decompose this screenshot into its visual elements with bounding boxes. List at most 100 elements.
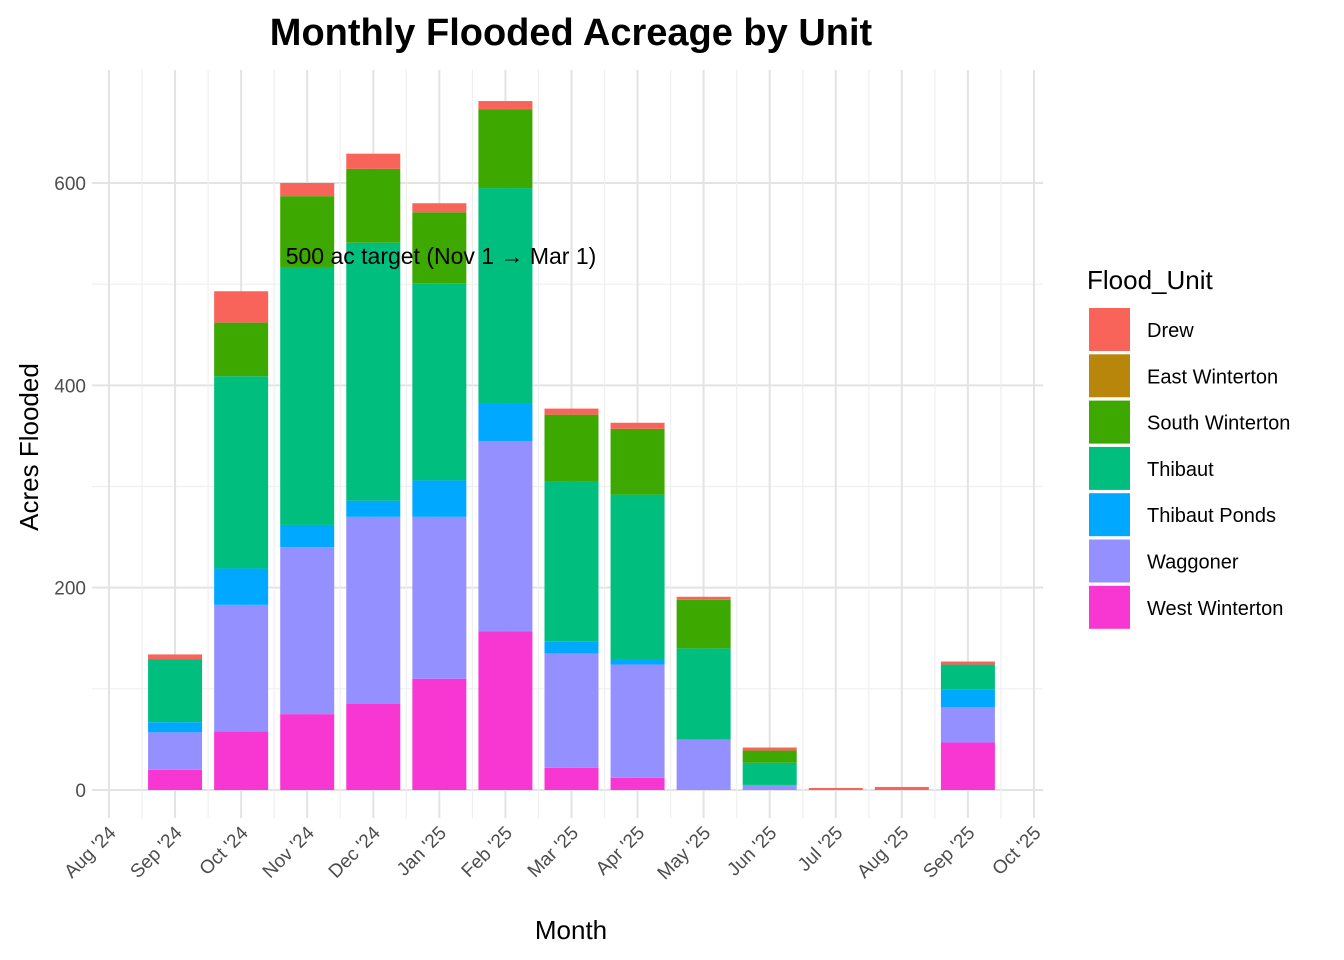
x-tick-label: Jan '25 (393, 823, 451, 881)
bar-segment (214, 568, 269, 605)
bar-segment (346, 704, 401, 790)
bars (148, 101, 995, 790)
bar-segment (280, 183, 335, 197)
y-axis-title: Acres Flooded (14, 363, 44, 531)
legend-swatch (1089, 585, 1130, 629)
x-tick-label: Jun '25 (723, 823, 781, 881)
bar-segment (280, 266, 335, 525)
bar-segment (544, 767, 599, 790)
bar-segment (478, 109, 533, 189)
bar-segment (874, 786, 929, 790)
bar-segment (940, 742, 995, 790)
bar-segment (148, 722, 203, 733)
bar-segment (478, 403, 533, 441)
bar-segment (280, 547, 335, 715)
bar-segment (610, 777, 665, 790)
bar-segment (808, 787, 863, 790)
legend-swatch (1089, 400, 1130, 444)
bar-segment (544, 414, 599, 482)
bar-segment (148, 732, 203, 770)
bar-segment (280, 196, 335, 267)
legend-label: South Winterton (1147, 413, 1290, 435)
y-ticks: 0 200 400 600 (54, 174, 86, 802)
bar-segment (214, 376, 269, 569)
legend-swatch (1089, 539, 1130, 583)
bar-segment (148, 659, 203, 723)
legend-swatch (1089, 354, 1130, 398)
bar-segment (610, 664, 665, 778)
x-tick-label: Apr '25 (592, 823, 649, 880)
bar-segment (742, 784, 797, 790)
bar-segment (940, 664, 995, 690)
bar-segment (544, 408, 599, 415)
bar-segment (412, 516, 467, 679)
x-tick-label: Feb '25 (458, 823, 517, 882)
legend-swatch (1089, 446, 1130, 490)
legend-swatch (1089, 308, 1130, 351)
bar-segment (742, 750, 797, 763)
bar-segment (544, 481, 599, 642)
y-tick-label: 0 (75, 781, 86, 802)
bar-segment (346, 500, 401, 517)
legend-label: West Winterton (1147, 598, 1283, 620)
bar-segment (940, 661, 995, 665)
bar-segment (676, 739, 731, 790)
bar-segment (412, 203, 467, 213)
bar-segment (742, 762, 797, 785)
bar-segment (544, 641, 599, 654)
bar-segment (214, 731, 269, 790)
x-tick-label: Oct '25 (989, 823, 1046, 880)
bar-segment (346, 168, 401, 243)
x-tick-label: Oct '24 (196, 822, 253, 879)
y-tick-label: 200 (54, 579, 86, 600)
bar-segment (676, 648, 731, 740)
bar-segment (346, 153, 401, 169)
bar-segment (280, 714, 335, 790)
x-tick-label: Sep '25 (919, 823, 979, 883)
bar-segment (478, 101, 533, 110)
x-tick-label: Nov '24 (259, 822, 319, 882)
bar-segment (940, 689, 995, 708)
bar-segment (478, 440, 533, 632)
x-tick-label: Jul '25 (794, 823, 847, 876)
x-tick-label: May '25 (654, 823, 715, 884)
y-tick-label: 400 (54, 376, 86, 397)
x-tick-label: Sep '24 (127, 822, 187, 882)
bar-segment (280, 524, 335, 548)
legend-label: Drew (1147, 320, 1194, 342)
bar-segment (478, 188, 533, 404)
bar-segment (346, 242, 401, 501)
legend-swatch (1089, 493, 1130, 537)
bar-segment (412, 678, 467, 790)
bar-segment (346, 516, 401, 705)
bar-segment (610, 428, 665, 495)
x-ticks: Aug '24 Sep '24 Oct '24 Nov '24 Dec '24 Jan '… (61, 822, 1046, 884)
legend-title: Flood_Unit (1087, 265, 1214, 295)
legend-label: Thibaut Ponds (1147, 505, 1276, 527)
bar-segment (676, 599, 731, 649)
bar-segment (478, 631, 533, 790)
legend-label: Waggoner (1147, 552, 1239, 574)
bar-segment (610, 494, 665, 660)
x-axis-title: Month (535, 915, 607, 945)
legend-label: East Winterton (1147, 366, 1278, 388)
bar-segment (742, 747, 797, 751)
bar-segment (676, 596, 731, 600)
bar-segment (610, 659, 665, 665)
bar-segment (148, 769, 203, 790)
bar-segment (148, 654, 203, 660)
target-annotation: 500 ac target (Nov 1 → Mar 1) (286, 243, 597, 269)
x-tick-label: Mar '25 (524, 823, 583, 882)
bar-segment (412, 283, 467, 481)
bar-segment (940, 707, 995, 743)
legend: Drew East Winterton South Winterton Thibaut… (1089, 308, 1290, 629)
bar-segment (214, 604, 269, 732)
bar-segment (412, 480, 467, 517)
x-tick-label: Aug '24 (61, 822, 121, 882)
bar-segment (610, 422, 665, 429)
chart-title: Monthly Flooded Acreage by Unit (270, 12, 873, 54)
bar-segment (214, 322, 269, 377)
bar-segment (544, 653, 599, 768)
bar-segment (412, 212, 467, 284)
